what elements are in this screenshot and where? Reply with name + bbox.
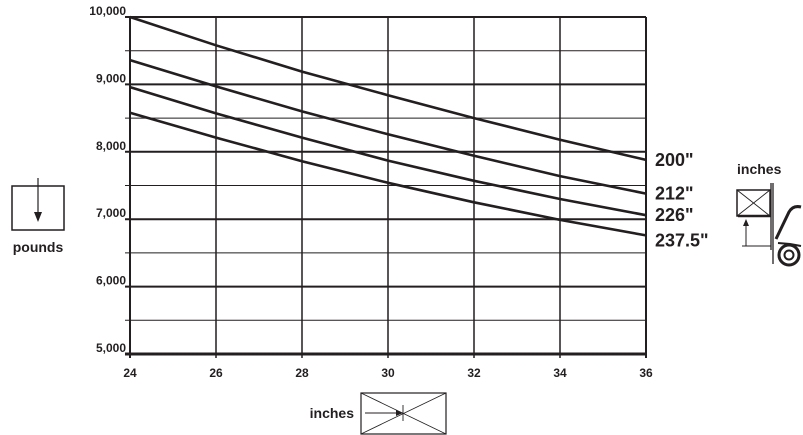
forklift-mast-icon: [736, 183, 802, 267]
x-tick-label: 24: [123, 366, 137, 380]
series-label: 226": [655, 205, 694, 225]
x-unit-label: inches: [310, 405, 355, 421]
axis-ticks: 5,000 6,000 7,000 8,000 9,000 10,000 24 26 28 30 3…: [89, 4, 653, 380]
series-line: [129, 58, 647, 195]
y-unit-label: pounds: [13, 239, 64, 255]
series-line: [129, 111, 647, 237]
y-tick-label: 10,000: [89, 4, 126, 18]
load-dimension-icon: [360, 392, 447, 435]
series-label: 212": [655, 184, 694, 204]
y-tick-label: 7,000: [96, 206, 126, 220]
series-line: [129, 85, 647, 217]
x-tick-label: 28: [295, 366, 309, 380]
y-tick-label: 9,000: [96, 71, 126, 85]
y-tick-label: 5,000: [96, 341, 126, 355]
series-labels: 200" 212"226" 237.5": [655, 150, 709, 250]
x-tick-label: 34: [553, 366, 567, 380]
x-tick-label: 26: [209, 366, 223, 380]
series-lines: [129, 15, 647, 237]
x-tick-label: 36: [639, 366, 653, 380]
grid: [125, 16, 647, 358]
y-tick-label: 8,000: [96, 139, 126, 153]
series-line: [129, 15, 647, 162]
series-label: 237.5": [655, 230, 709, 250]
series-label: 200": [655, 150, 694, 170]
weight-arrow-icon: [11, 178, 65, 231]
x-tick-label: 30: [381, 366, 395, 380]
right-unit-label: inches: [737, 161, 782, 177]
y-tick-label: 6,000: [96, 274, 126, 288]
x-tick-label: 32: [467, 366, 481, 380]
